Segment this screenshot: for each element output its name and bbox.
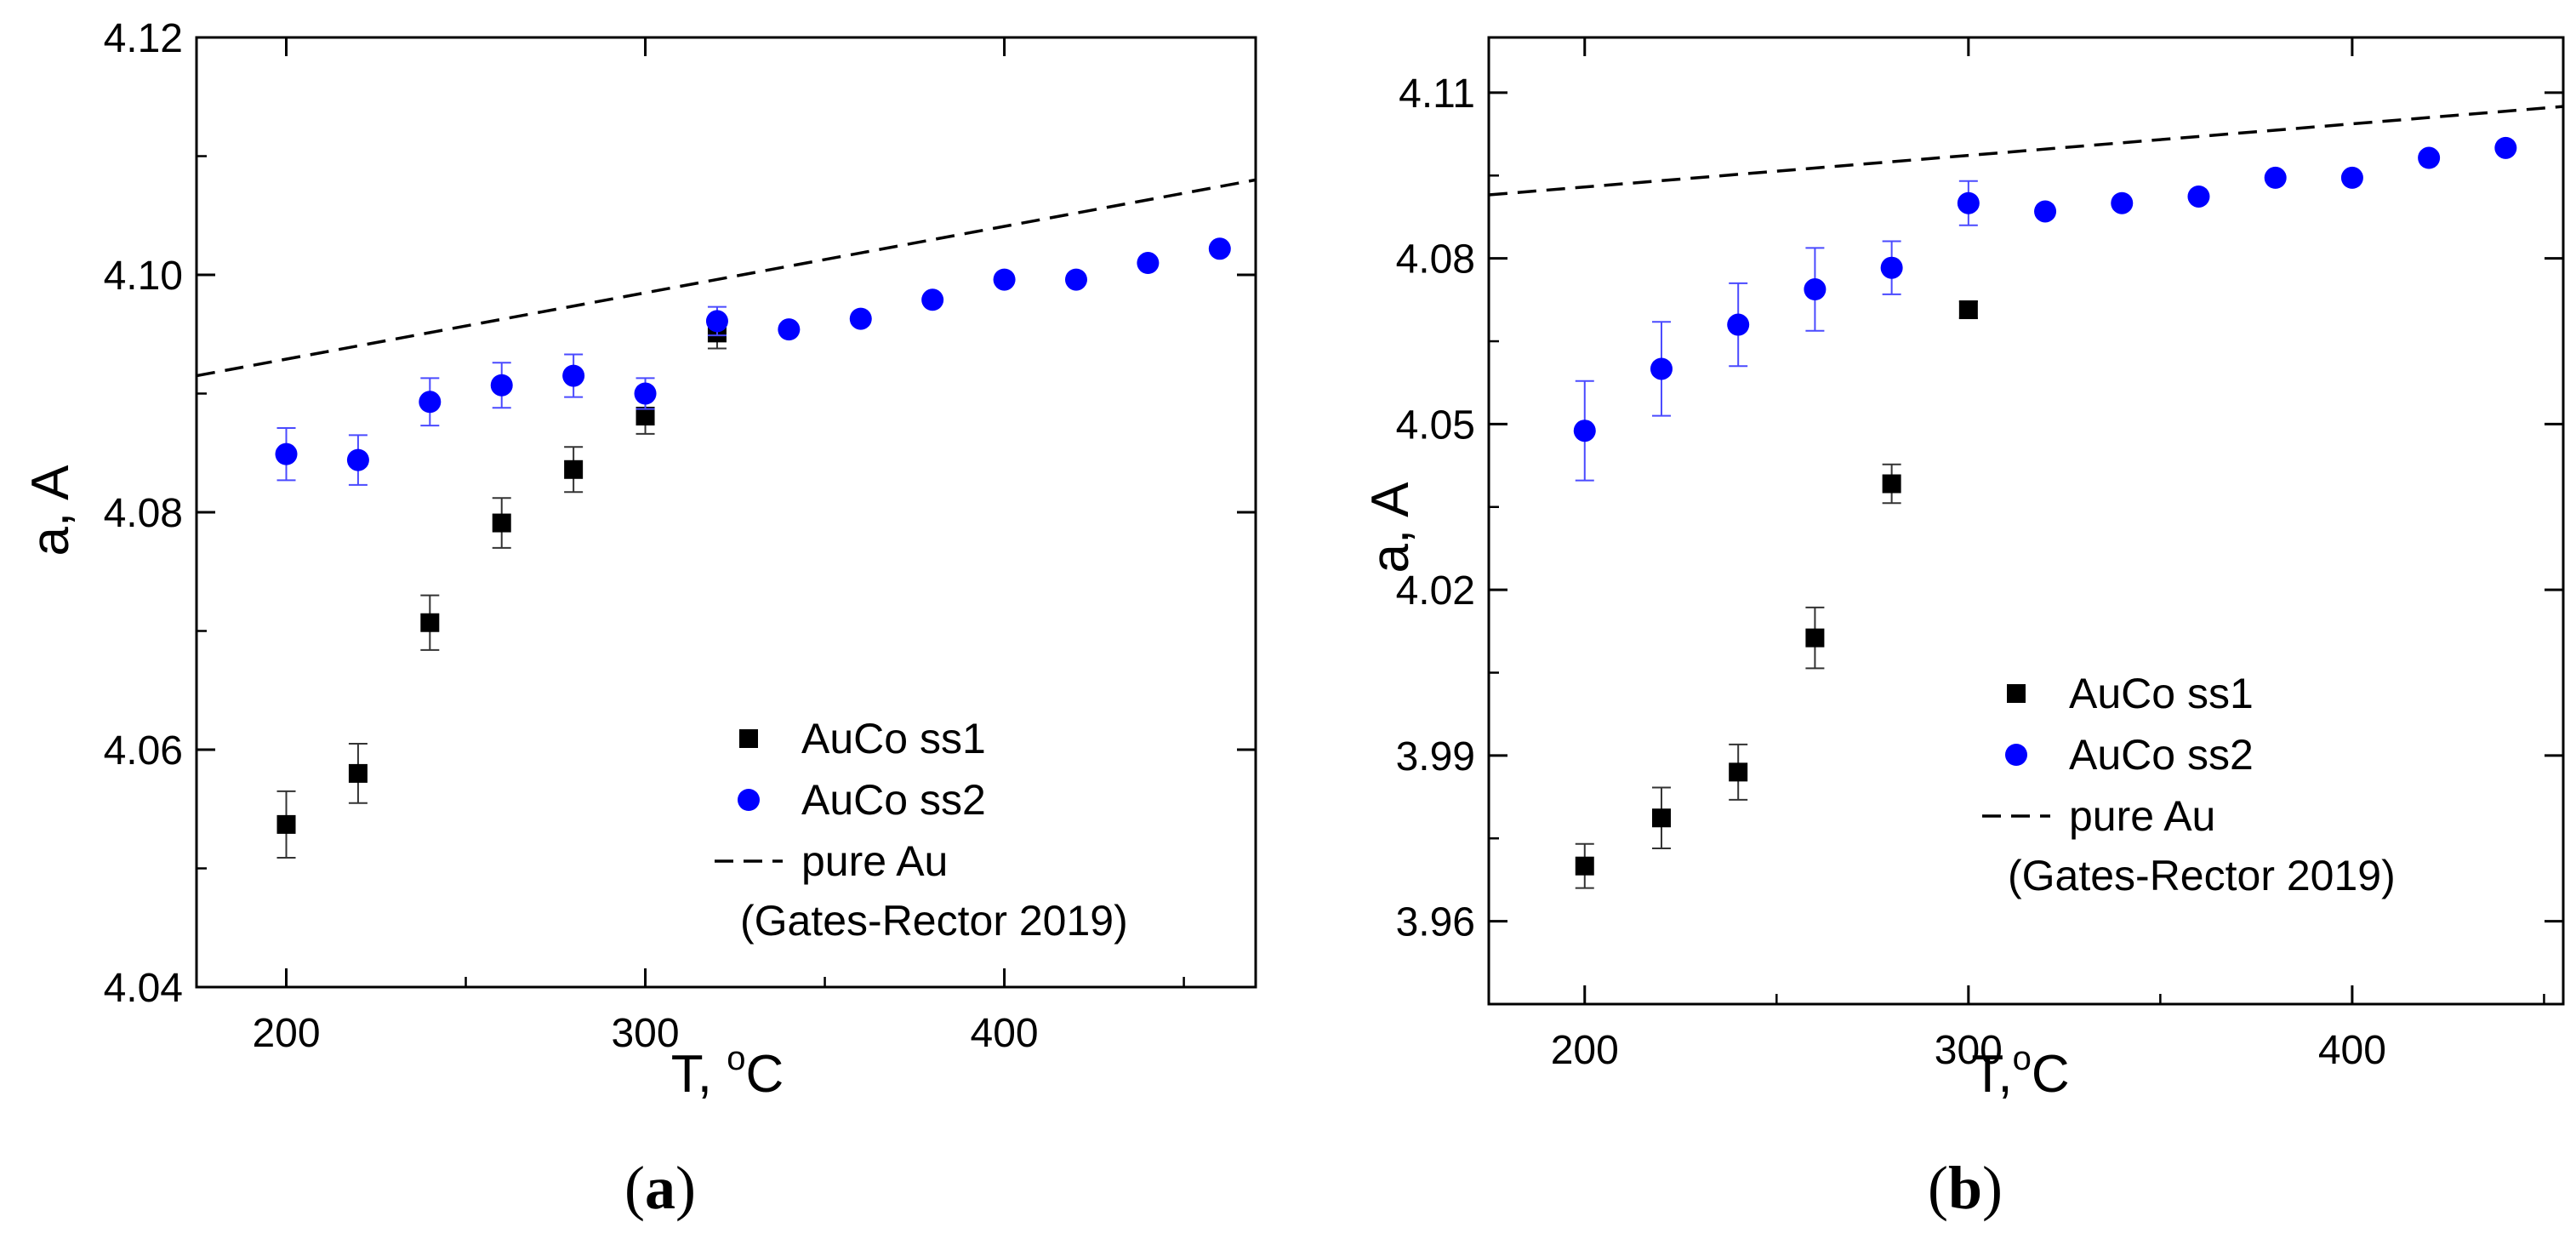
data-point xyxy=(778,318,801,341)
legend-marker-square xyxy=(2007,684,2026,703)
y-axis-label: a, A xyxy=(21,465,80,557)
y-tick-label: 3.96 xyxy=(1396,900,1475,945)
data-point xyxy=(564,460,584,479)
series-auco-ss2 xyxy=(275,237,1231,486)
data-point xyxy=(1729,762,1748,782)
reference-line-pure-au xyxy=(196,178,1257,378)
y-tick-label: 4.12 xyxy=(104,16,183,61)
data-point xyxy=(2111,191,2134,214)
legend-label: AuCo ss2 xyxy=(801,776,986,824)
x-tick-label: 400 xyxy=(971,1011,1039,1056)
panel-caption: (a) xyxy=(624,1154,696,1222)
data-point xyxy=(634,382,657,405)
data-point xyxy=(419,391,442,414)
data-point xyxy=(1727,313,1750,336)
legend-label: AuCo ss1 xyxy=(2069,670,2254,717)
y-tick-label: 4.10 xyxy=(104,254,183,299)
y-tick-label: 4.05 xyxy=(1396,402,1475,448)
legend-label-line2: (Gates-Rector 2019) xyxy=(740,897,1128,945)
data-point xyxy=(2264,166,2287,189)
series-auco-ss1 xyxy=(276,317,727,859)
data-point xyxy=(490,374,513,397)
y-tick-label: 4.02 xyxy=(1396,568,1475,614)
legend-marker-circle xyxy=(2005,744,2027,766)
data-point xyxy=(1064,268,1087,291)
data-point xyxy=(275,442,298,465)
data-point xyxy=(276,814,296,834)
data-point xyxy=(705,310,728,333)
legend-label: AuCo ss2 xyxy=(2069,731,2254,779)
panel-caption: (b) xyxy=(1928,1154,2003,1222)
data-point xyxy=(2187,185,2210,208)
data-point xyxy=(2494,136,2517,159)
y-tick-label: 4.04 xyxy=(104,966,183,1011)
data-point xyxy=(849,307,872,330)
data-point xyxy=(1958,300,1978,320)
data-point xyxy=(492,513,511,533)
panel-b: 200 300 400 3.96 3.99 4.02 4.05 4.08 4.11 T,oC a, … xyxy=(1361,36,2565,1222)
plot-frame xyxy=(1487,36,2565,1006)
y-tick-label: 4.11 xyxy=(1399,71,1475,117)
data-point xyxy=(2340,166,2363,189)
y-tick-label: 3.99 xyxy=(1396,734,1475,779)
data-point xyxy=(921,288,944,311)
data-point xyxy=(346,448,369,471)
data-point xyxy=(2418,146,2441,169)
data-point xyxy=(1651,808,1671,828)
data-point xyxy=(2034,200,2057,223)
data-point xyxy=(1650,357,1673,380)
data-point xyxy=(1880,256,1903,279)
series-auco-ss2 xyxy=(1573,136,2517,482)
x-tick-label: 400 xyxy=(2318,1028,2386,1073)
x-tick-label: 200 xyxy=(252,1011,320,1056)
legend-label: pure Au xyxy=(801,837,948,885)
panel-a: 200 300 400 4.04 4.06 4.08 4.10 4.12 T, oC a, A Au… xyxy=(21,16,1257,1222)
data-point xyxy=(1957,191,1980,214)
legend-label: AuCo ss1 xyxy=(801,715,986,762)
data-point xyxy=(420,613,440,632)
y-tick-label: 4.08 xyxy=(104,491,183,536)
x-tick-label: 300 xyxy=(1935,1028,2003,1073)
legend: AuCo ss1 AuCo ss2 pure Au (Gates-Rector 201… xyxy=(715,715,1128,945)
legend-marker-circle xyxy=(738,789,760,811)
legend: AuCo ss1 AuCo ss2 pure Au (Gates-Rector 201… xyxy=(1982,670,2396,899)
legend-label-line2: (Gates-Rector 2019) xyxy=(2008,852,2396,899)
data-point xyxy=(993,268,1016,291)
y-tick-label: 4.08 xyxy=(1396,237,1475,283)
data-point xyxy=(635,407,655,426)
data-point xyxy=(562,364,585,387)
x-axis-label: T, oC xyxy=(671,1040,784,1104)
data-point xyxy=(1882,474,1901,494)
x-axis-label: T,oC xyxy=(1971,1040,2069,1104)
data-point xyxy=(1573,420,1596,442)
reference-line-pure-au xyxy=(1488,105,2564,197)
y-tick-label: 4.06 xyxy=(104,728,183,773)
data-point xyxy=(1137,252,1160,275)
data-point xyxy=(1208,237,1231,260)
data-point xyxy=(1805,628,1825,648)
x-tick-label: 300 xyxy=(611,1011,679,1056)
data-point xyxy=(348,763,368,783)
plot-frame xyxy=(195,36,1257,989)
data-point xyxy=(1575,856,1594,876)
legend-marker-square xyxy=(739,729,758,748)
data-point xyxy=(1804,278,1827,301)
x-tick-label: 200 xyxy=(1551,1028,1619,1073)
series-auco-ss1 xyxy=(1575,300,1978,889)
y-axis-label: a, A xyxy=(1361,482,1420,574)
legend-label: pure Au xyxy=(2069,792,2215,840)
